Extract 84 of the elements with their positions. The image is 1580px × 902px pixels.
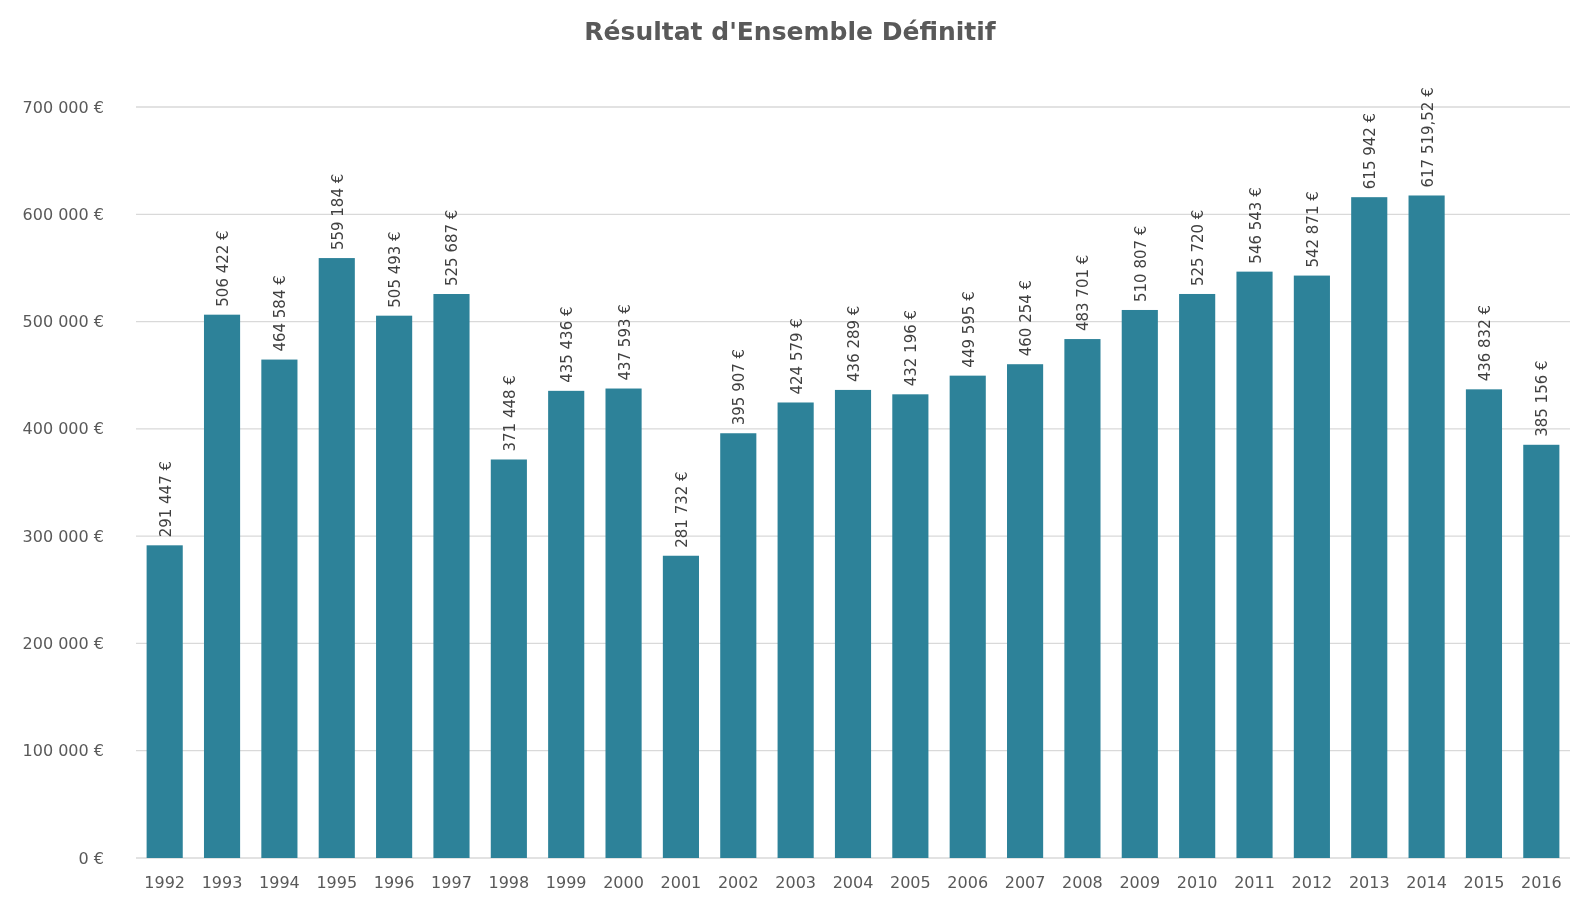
data-label: 505 493 € [386, 231, 405, 308]
data-label: 525 720 € [1189, 209, 1208, 286]
data-label: 464 584 € [271, 275, 290, 352]
bar [1236, 271, 1273, 858]
x-tick-label: 2016 [1520, 873, 1562, 892]
x-tick-label: 2000 [603, 873, 644, 892]
data-label: 542 871 € [1303, 191, 1322, 268]
y-tick-label: 200 000 € [22, 634, 104, 654]
x-tick-label: 2013 [1348, 873, 1390, 892]
data-label: 435 436 € [558, 306, 577, 383]
x-tick-label: 1994 [259, 873, 300, 892]
bar [892, 394, 929, 858]
bar [834, 389, 872, 858]
x-tick-label: 2012 [1291, 873, 1333, 892]
x-tick-label: 2002 [717, 873, 759, 892]
chart-title: Résultat d'Ensemble Définitif [584, 17, 997, 46]
bar [433, 294, 470, 858]
data-label: 506 422 € [214, 230, 233, 307]
x-tick-label: 2009 [1119, 873, 1161, 892]
y-tick-label: 300 000 € [22, 526, 104, 546]
data-label: 559 184 € [328, 173, 347, 251]
data-label: 395 907 € [730, 348, 749, 426]
data-label: 617 519,52 € [1418, 87, 1437, 188]
y-tick-label: 500 000 € [22, 312, 104, 332]
x-tick-label: 1996 [373, 873, 415, 892]
bar [1351, 197, 1388, 858]
y-tick-label: 400 000 € [22, 419, 104, 439]
bar [261, 359, 298, 858]
x-tick-label: 2007 [1004, 873, 1046, 892]
data-label: 385 156 € [1533, 360, 1552, 437]
data-label: 432 196 € [902, 309, 921, 387]
x-tick-label: 1999 [545, 873, 587, 892]
data-label: 510 807 € [1131, 225, 1150, 302]
x-tick-label: 1998 [488, 873, 530, 892]
bar [203, 314, 241, 858]
data-label: 436 832 € [1475, 305, 1494, 382]
x-tick-label: 2011 [1234, 873, 1275, 892]
bar [1408, 195, 1445, 858]
bar [605, 388, 642, 858]
bar [777, 402, 814, 858]
x-tick-label: 2006 [947, 873, 989, 892]
bar [1179, 293, 1216, 858]
data-label: 424 579 € [787, 318, 806, 395]
x-tick-label: 1992 [144, 873, 186, 892]
bar [1007, 364, 1044, 858]
data-label: 449 595 € [959, 291, 978, 368]
bar [949, 375, 986, 858]
x-tick-label: 2005 [890, 873, 931, 892]
data-label: 436 289 € [845, 305, 863, 382]
y-tick-label: 600 000 € [22, 204, 104, 224]
bar [548, 390, 585, 858]
bar [1064, 339, 1101, 858]
y-tick-label: 0 € [78, 848, 104, 868]
x-tick-label: 2003 [775, 873, 816, 892]
x-tick-label: 1993 [201, 873, 243, 892]
bar [1121, 309, 1158, 858]
data-label: 483 701 € [1074, 254, 1093, 332]
x-tick-label: 2014 [1406, 873, 1447, 892]
data-label: 291 447 € [156, 460, 175, 538]
bar [376, 315, 413, 858]
data-label: 281 732 € [672, 471, 691, 548]
data-label: 460 254 € [1017, 279, 1036, 357]
x-tick-label: 2004 [832, 873, 874, 892]
y-tick-label: 700 000 € [22, 97, 104, 117]
bar [490, 459, 527, 858]
data-label: 371 448 € [500, 375, 519, 452]
x-tick-label: 1995 [316, 873, 358, 892]
x-tick-label: 2001 [660, 873, 702, 892]
bar [720, 433, 757, 858]
x-tick-label: 2010 [1176, 873, 1218, 892]
bar [146, 545, 183, 858]
data-label: 615 942 € [1361, 112, 1380, 190]
x-tick-label: 2008 [1062, 873, 1103, 892]
data-label: 525 687 € [443, 209, 462, 287]
bar [1293, 275, 1330, 858]
bar [1523, 444, 1560, 858]
bar [318, 258, 355, 858]
bar [1465, 389, 1503, 858]
data-label: 437 593 € [615, 304, 634, 381]
x-tick-label: 2015 [1463, 873, 1505, 892]
bar [662, 555, 699, 858]
y-tick-label: 100 000 € [22, 741, 104, 761]
data-label: 546 543 € [1246, 187, 1265, 264]
x-tick-label: 1997 [431, 873, 472, 892]
